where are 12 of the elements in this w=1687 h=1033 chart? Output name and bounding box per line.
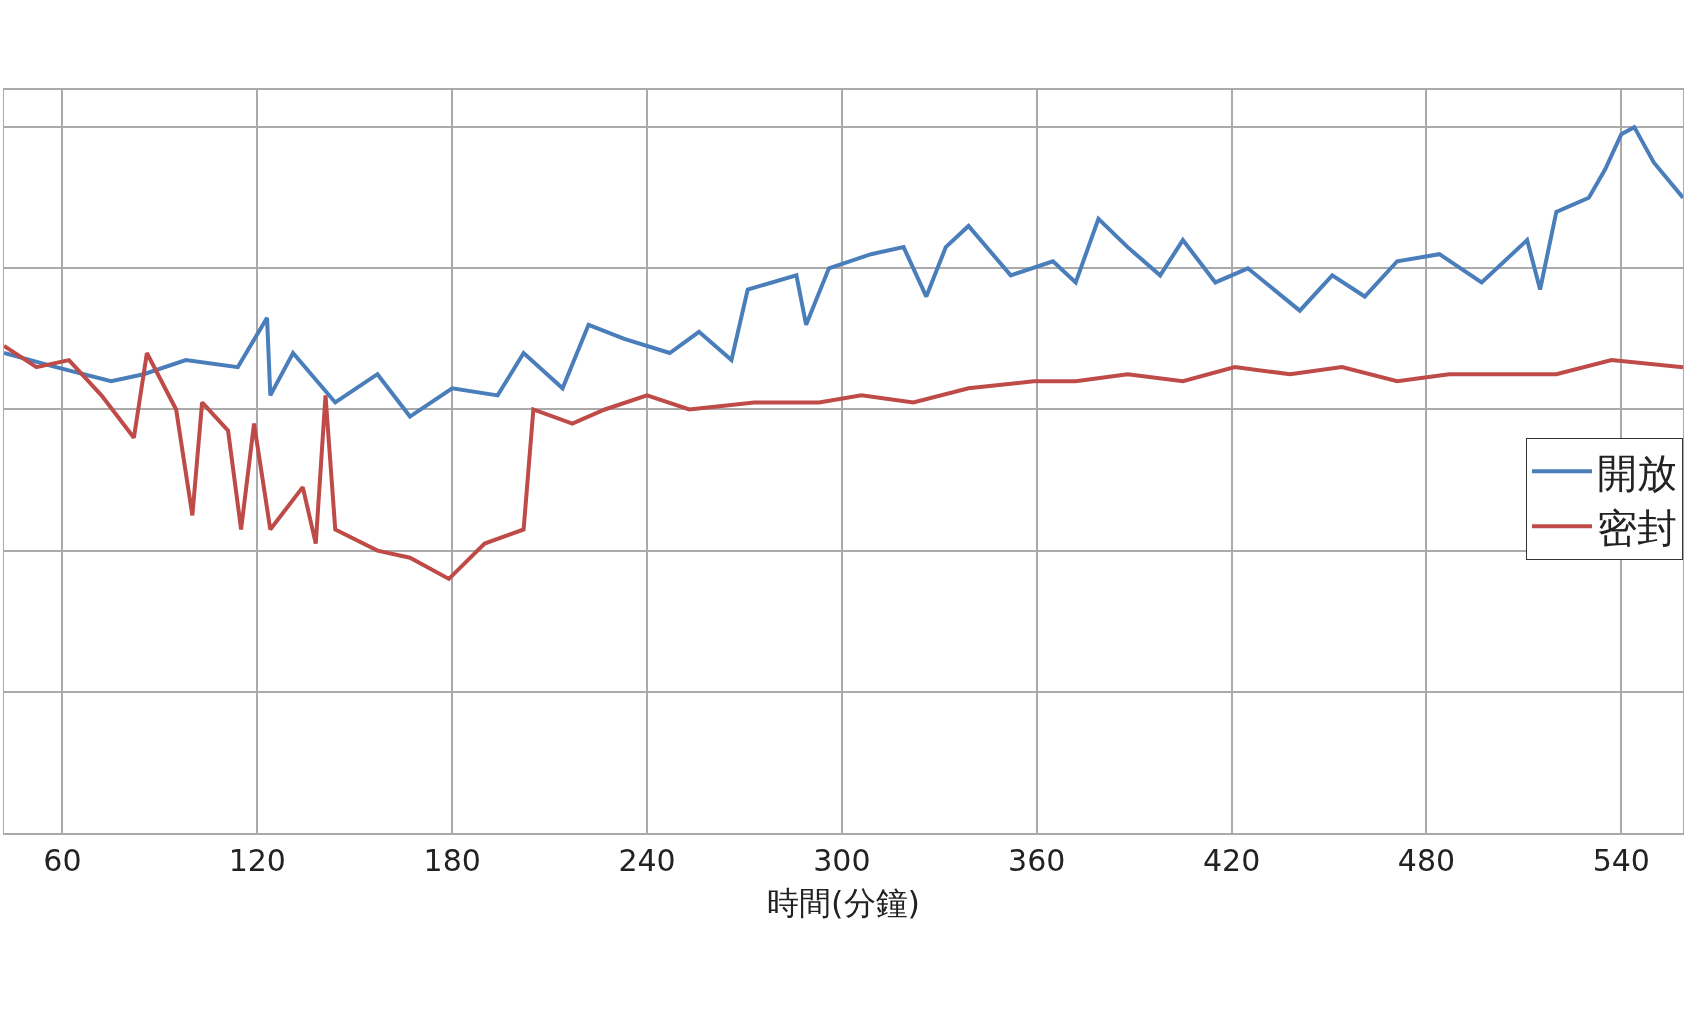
x-tick-label: 120 [228,843,286,878]
x-axis-title: 時間(分鐘) [767,884,920,923]
legend-label: 開放 [1597,449,1677,496]
legend-label: 密封 [1597,504,1677,551]
x-tick-label: 360 [1008,843,1066,878]
x-tick-label: 240 [618,843,676,878]
x-tick-label: 480 [1397,843,1456,878]
x-tick-label: 60 [43,843,82,878]
x-tick-label: 300 [813,843,871,878]
x-tick-label: 180 [423,843,481,878]
x-tick-label: 540 [1592,843,1650,878]
x-tick-label: 420 [1202,843,1261,878]
